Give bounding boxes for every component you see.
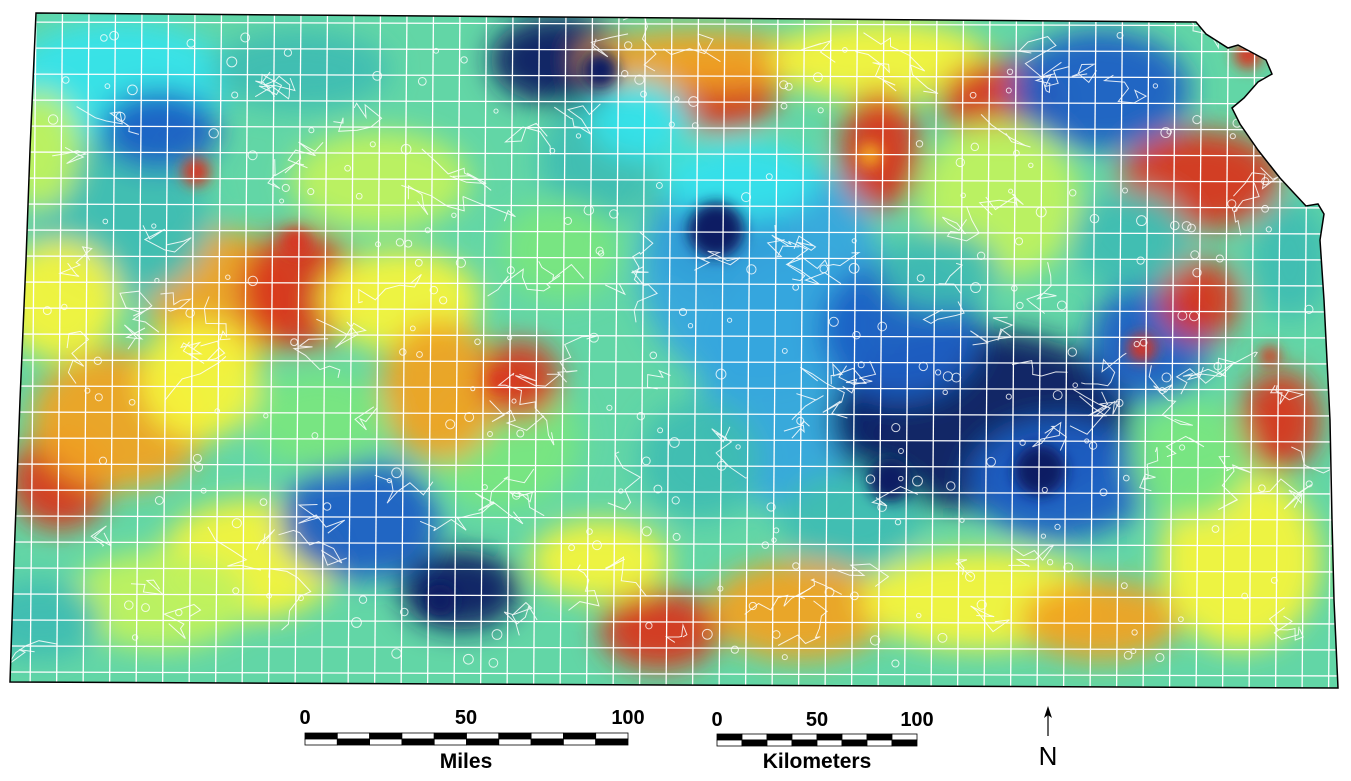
- km-unit-label: Kilometers: [763, 750, 872, 773]
- km-tick-100: 100: [900, 709, 933, 731]
- miles-tick-50: 50: [455, 707, 477, 729]
- north-label: N: [1039, 741, 1058, 771]
- km-bar-segments: [716, 733, 918, 747]
- kilometers-scale-bar: 0 50 100 Kilometers: [711, 709, 933, 773]
- miles-tick-0: 0: [299, 707, 310, 729]
- anomaly-blobs: [10, 15, 1330, 670]
- north-arrow: N: [1039, 706, 1058, 771]
- miles-tick-100: 100: [611, 707, 644, 729]
- contour-lines: [10, 13, 1338, 668]
- km-tick-0: 0: [711, 709, 722, 731]
- state-outline: [9, 12, 1339, 689]
- miles-scale-bar: 0 50 100 Miles: [299, 707, 644, 773]
- miles-bar-segments: [304, 732, 629, 746]
- arrow-up-icon: [1044, 706, 1052, 718]
- km-tick-50: 50: [806, 709, 828, 731]
- anomaly-detail-blobs: [182, 41, 1280, 616]
- miles-unit-label: Miles: [440, 750, 493, 773]
